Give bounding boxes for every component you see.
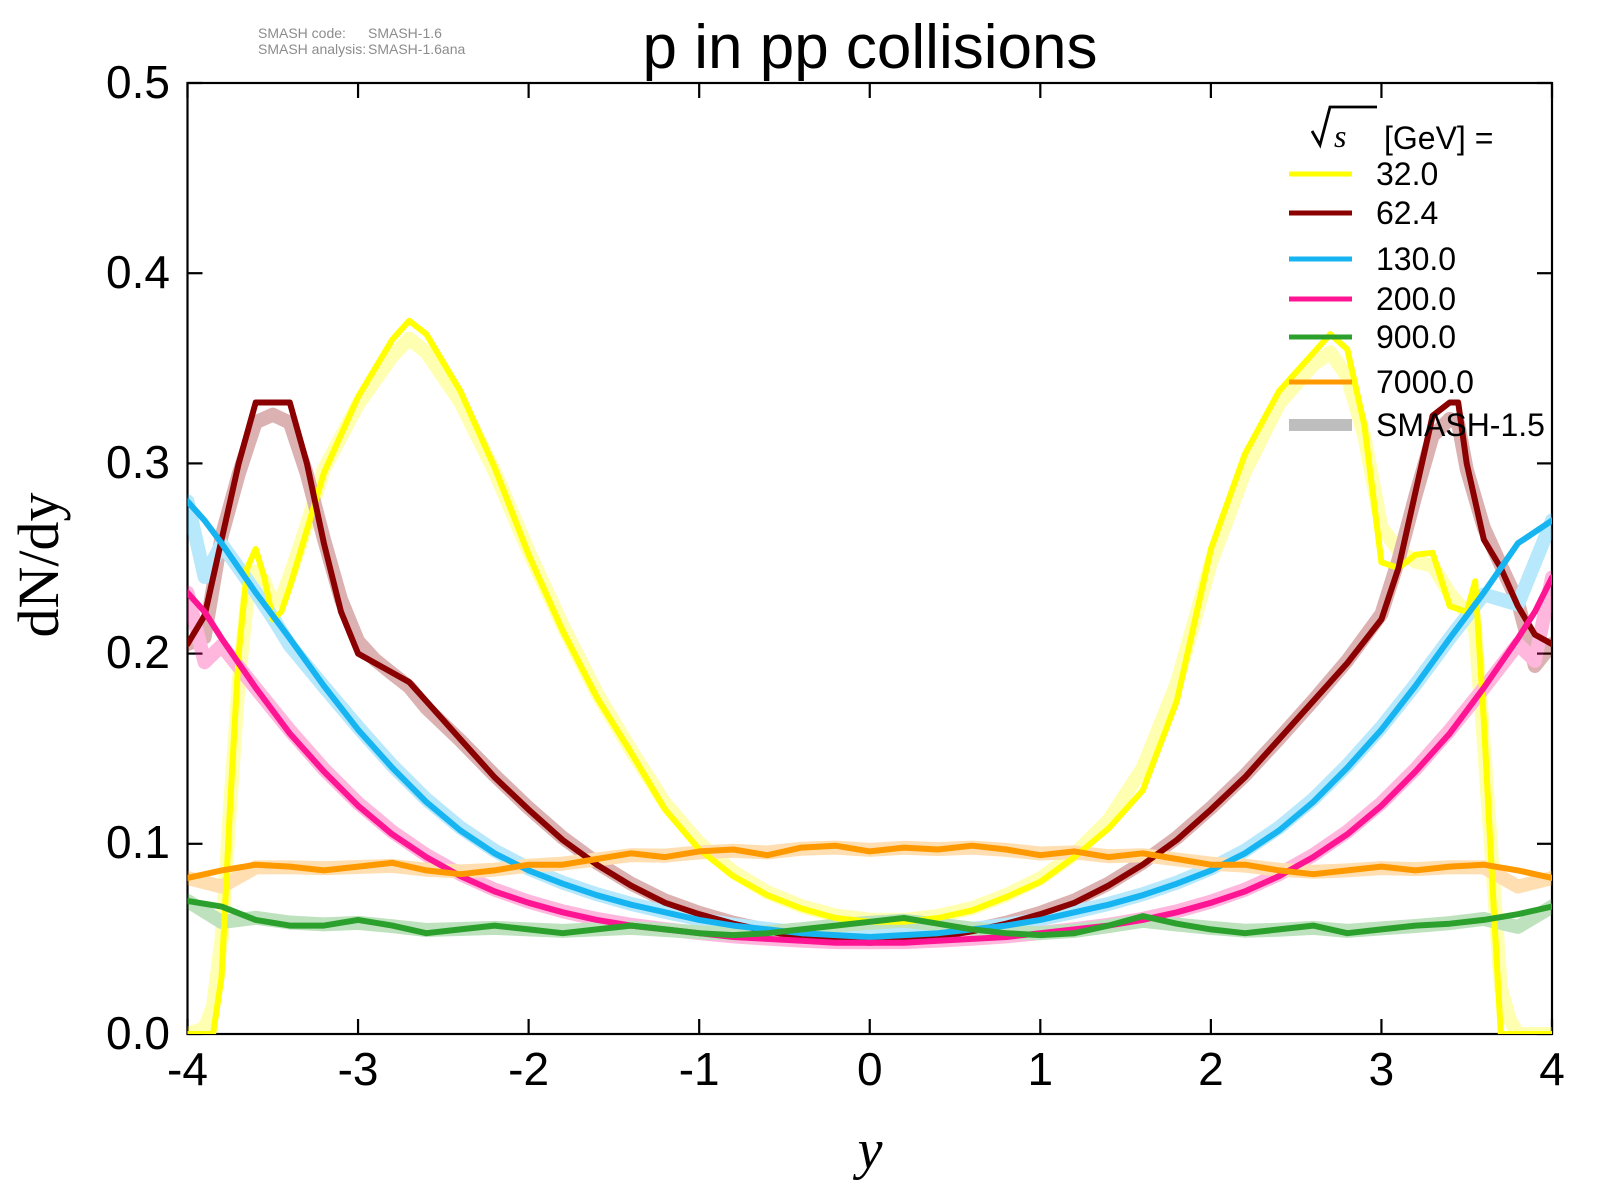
svg-text:SMASH-1.6ana: SMASH-1.6ana	[368, 41, 465, 57]
svg-text:62.4: 62.4	[1376, 195, 1438, 231]
svg-text:SMASH analysis:: SMASH analysis:	[258, 41, 366, 57]
svg-text:0.0: 0.0	[106, 1007, 170, 1059]
svg-text:3: 3	[1369, 1043, 1395, 1095]
svg-text:0.5: 0.5	[106, 56, 170, 108]
svg-text:s: s	[1334, 118, 1346, 154]
svg-text:200.0: 200.0	[1376, 281, 1456, 317]
svg-text:y: y	[853, 1119, 883, 1181]
svg-text:SMASH-1.6: SMASH-1.6	[368, 25, 442, 41]
svg-text:1: 1	[1028, 1043, 1054, 1095]
svg-text:SMASH code:: SMASH code:	[258, 25, 346, 41]
svg-text:2: 2	[1198, 1043, 1224, 1095]
svg-text:-1: -1	[679, 1043, 720, 1095]
svg-text:-4: -4	[167, 1043, 208, 1095]
svg-text:0.3: 0.3	[106, 436, 170, 488]
svg-text:dN/dy: dN/dy	[6, 493, 71, 638]
svg-text:0: 0	[857, 1043, 883, 1095]
svg-text:p in pp collisions: p in pp collisions	[643, 13, 1098, 82]
svg-text:-3: -3	[338, 1043, 379, 1095]
svg-text:7000.0: 7000.0	[1376, 364, 1474, 400]
svg-text:[GeV] =: [GeV] =	[1384, 120, 1493, 156]
svg-text:0.2: 0.2	[106, 626, 170, 678]
svg-text:900.0: 900.0	[1376, 319, 1456, 355]
svg-text:0.4: 0.4	[106, 246, 170, 298]
svg-text:32.0: 32.0	[1376, 156, 1438, 192]
svg-text:4: 4	[1539, 1043, 1565, 1095]
svg-text:SMASH-1.5: SMASH-1.5	[1376, 407, 1545, 443]
svg-text:-2: -2	[508, 1043, 549, 1095]
svg-text:0.1: 0.1	[106, 816, 170, 868]
svg-text:130.0: 130.0	[1376, 241, 1456, 277]
